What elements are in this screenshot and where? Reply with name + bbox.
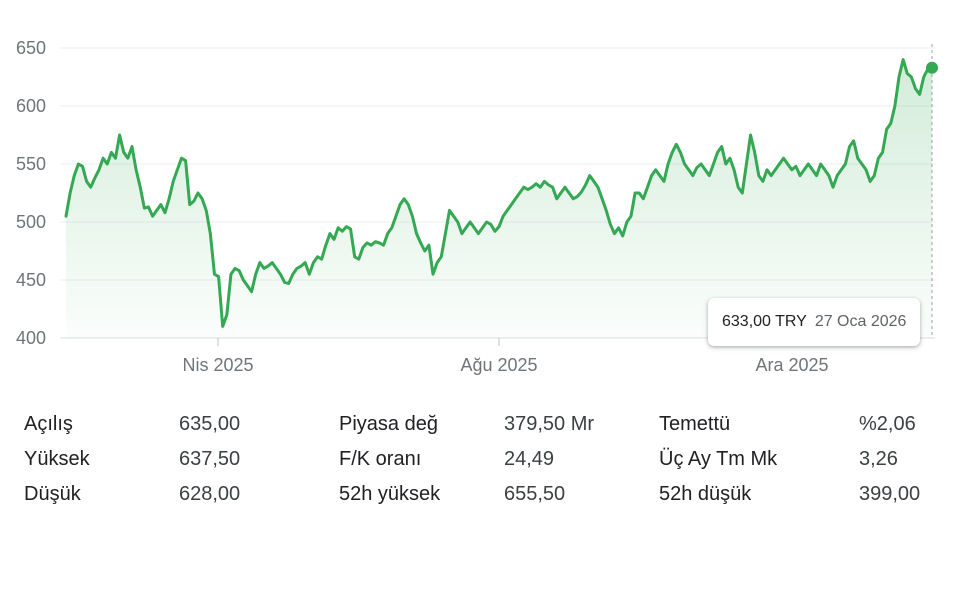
stat-label-dividend: Temettü: [659, 413, 731, 435]
price-line[interactable]: [64, 58, 934, 328]
stat-value-low: 628,00: [179, 483, 241, 505]
y-axis-ticks: 400 450 500 550 600 650: [16, 38, 46, 348]
x-tick-label: Ağu 2025: [460, 355, 537, 375]
key-stats-table: Açılış 635,00 Piyasa değ 379,50 Mr Temet…: [0, 412, 960, 507]
tooltip-date: 27 Oca 2026: [814, 313, 907, 330]
price-chart[interactable]: 400 450 500 550 600 650 Nis 2025 Ağu 2025 Ara 2…: [0, 0, 960, 390]
x-tick-label: Ara 2025: [755, 355, 828, 375]
stat-label-open: Açılış: [24, 413, 73, 435]
stat-label-market-cap: Piyasa değ: [339, 413, 438, 435]
stat-label-quarterly-div: Üç Ay Tm Mk: [659, 448, 778, 470]
stat-label-52w-high: 52h yüksek: [339, 483, 441, 505]
stat-label-high: Yüksek: [24, 448, 90, 470]
last-point-marker[interactable]: [926, 61, 938, 74]
stat-value-high: 637,50: [179, 448, 241, 470]
y-tick-label: 450: [16, 270, 46, 290]
price-tooltip: 633,00 TRY 27 Oca 2026: [708, 298, 921, 346]
stat-label-low: Düşük: [24, 483, 81, 505]
y-tick-label: 600: [16, 96, 46, 116]
x-axis-ticks: Nis 2025 Ağu 2025 Ara 2025: [182, 338, 829, 375]
price-area-fill: [66, 59, 932, 338]
stat-value-quarterly-div: 3,26: [859, 448, 898, 470]
y-tick-label: 550: [16, 154, 46, 174]
tooltip-price: 633,00 TRY: [722, 313, 807, 330]
stat-value-market-cap: 379,50 Mr: [504, 413, 595, 435]
stat-value-pe-ratio: 24,49: [504, 448, 555, 470]
y-tick-label: 650: [16, 38, 46, 58]
stat-value-52w-high: 655,50: [504, 483, 566, 505]
stat-value-52w-low: 399,00: [859, 483, 921, 505]
stat-value-open: 635,00: [179, 413, 241, 435]
stat-label-pe-ratio: F/K oranı: [339, 448, 422, 470]
stat-label-52w-low: 52h düşük: [659, 483, 752, 505]
y-tick-label: 500: [16, 212, 46, 232]
x-tick-label: Nis 2025: [182, 355, 253, 375]
y-tick-label: 400: [16, 328, 46, 348]
stat-value-dividend: %2,06: [859, 413, 916, 435]
